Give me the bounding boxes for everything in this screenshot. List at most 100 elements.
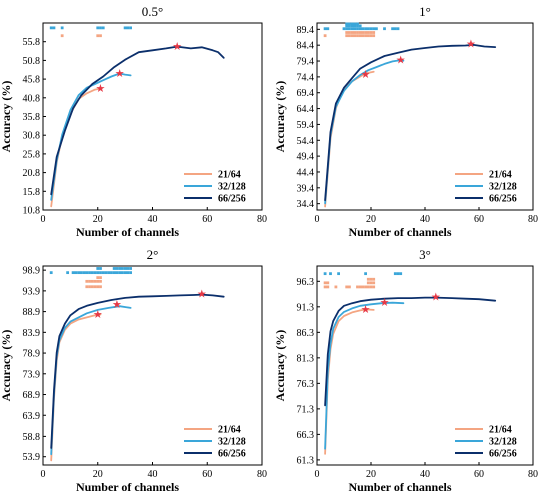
significance-marker xyxy=(396,272,400,276)
y-tick-label: 63.9 xyxy=(23,411,41,422)
y-tick-label: 79.4 xyxy=(297,57,315,68)
significance-marker xyxy=(329,272,332,276)
best-point-star: ★ xyxy=(96,83,106,95)
significance-marker xyxy=(52,26,56,30)
x-tick-label: 60 xyxy=(202,214,212,225)
significance-marker xyxy=(348,31,351,34)
significance-marker xyxy=(49,26,53,30)
significance-marker xyxy=(104,271,108,275)
significance-marker xyxy=(115,271,119,275)
y-tick-label: 96.3 xyxy=(297,277,315,288)
significance-marker xyxy=(375,27,378,31)
x-axis-label: Number of channels xyxy=(348,225,451,239)
significance-marker xyxy=(372,31,376,34)
chart-panel-4: 3° 0 20 40 60 80 61.3 66.3 71.3 76.3 81.3 86.3 91.3 9… xyxy=(273,247,538,494)
significance-marker xyxy=(369,34,373,38)
significance-marker xyxy=(356,24,359,28)
significance-marker xyxy=(123,267,127,270)
significance-marker xyxy=(79,271,83,275)
y-tick-label: 25.8 xyxy=(23,149,41,160)
legend-entry: 32/128 xyxy=(489,182,517,193)
x-tick-label: 60 xyxy=(474,469,484,480)
y-tick-label: 93.9 xyxy=(23,286,41,297)
significance-marker xyxy=(337,272,340,276)
y-tick-label: 44.4 xyxy=(297,167,315,178)
series-line-32-128 xyxy=(324,59,405,205)
significance-marker xyxy=(107,271,111,275)
series-line-32-128 xyxy=(324,301,405,450)
significance-marker xyxy=(350,22,354,26)
x-axis-label: Number of channels xyxy=(348,480,451,494)
x-tick-label: 80 xyxy=(528,469,538,480)
y-tick-label: 98.9 xyxy=(23,266,41,277)
significance-marker xyxy=(366,277,370,281)
x-tick-label: 20 xyxy=(366,469,376,480)
significance-marker xyxy=(345,31,349,34)
y-tick-label: 61.3 xyxy=(297,455,315,466)
y-tick-label: 58.8 xyxy=(23,432,41,443)
significance-marker xyxy=(334,285,338,289)
significance-marker xyxy=(348,22,351,26)
significance-marker xyxy=(93,279,97,283)
y-tick-label: 84.4 xyxy=(297,41,315,52)
significance-marker xyxy=(323,281,327,285)
y-tick-label: 89.4 xyxy=(297,25,315,36)
x-tick-label: 20 xyxy=(366,214,376,225)
significance-marker xyxy=(364,31,367,34)
significance-marker xyxy=(88,285,91,289)
y-tick-label: 81.3 xyxy=(297,353,315,364)
significance-marker xyxy=(112,267,116,270)
significance-marker xyxy=(326,27,330,31)
x-tick-label: 40 xyxy=(420,469,430,480)
significance-marker xyxy=(118,267,122,270)
significance-marker xyxy=(93,271,97,275)
significance-marker xyxy=(110,271,113,275)
significance-marker xyxy=(129,271,132,275)
best-point-star: ★ xyxy=(361,304,371,316)
significance-marker xyxy=(356,285,359,289)
significance-marker xyxy=(66,271,70,275)
significance-marker xyxy=(366,281,370,285)
y-tick-label: 91.3 xyxy=(297,302,315,313)
y-tick-label: 50.8 xyxy=(23,56,41,67)
x-tick-label: 20 xyxy=(93,214,103,225)
significance-marker xyxy=(372,285,376,289)
significance-marker xyxy=(342,27,346,31)
significance-marker xyxy=(101,271,105,275)
significance-marker xyxy=(120,267,124,270)
significance-marker xyxy=(85,271,89,275)
y-tick-label: 73.9 xyxy=(23,369,41,380)
significance-marker xyxy=(345,27,349,31)
best-point-star: ★ xyxy=(431,292,441,304)
significance-marker xyxy=(350,34,354,38)
y-tick-label: 59.4 xyxy=(297,120,315,131)
significance-marker xyxy=(90,271,94,275)
best-point-star: ★ xyxy=(115,68,125,80)
x-tick-label: 40 xyxy=(148,469,158,480)
chart-title: 2° xyxy=(147,247,159,262)
significance-marker xyxy=(372,277,376,281)
significance-marker xyxy=(364,34,367,38)
significance-marker xyxy=(353,31,357,34)
significance-marker xyxy=(129,267,132,270)
significance-marker xyxy=(82,271,86,275)
significance-marker xyxy=(99,271,102,275)
x-axis-label: Number of channels xyxy=(76,225,179,239)
x-tick-label: 0 xyxy=(41,214,46,225)
significance-marker xyxy=(364,27,367,31)
significance-marker xyxy=(361,34,365,38)
chart-title: 0.5° xyxy=(142,4,163,19)
series-line-66-256 xyxy=(324,44,497,202)
best-point-star: ★ xyxy=(466,39,476,51)
best-point-star: ★ xyxy=(197,288,207,300)
significance-marker xyxy=(85,285,89,289)
significance-marker xyxy=(99,267,102,270)
significance-marker xyxy=(99,34,102,38)
significance-marker xyxy=(90,285,94,289)
significance-marker xyxy=(99,285,102,289)
significance-marker xyxy=(356,27,359,31)
significance-marker xyxy=(323,34,327,38)
significance-marker xyxy=(348,27,351,31)
significance-marker xyxy=(358,34,362,38)
significance-marker xyxy=(323,27,327,31)
